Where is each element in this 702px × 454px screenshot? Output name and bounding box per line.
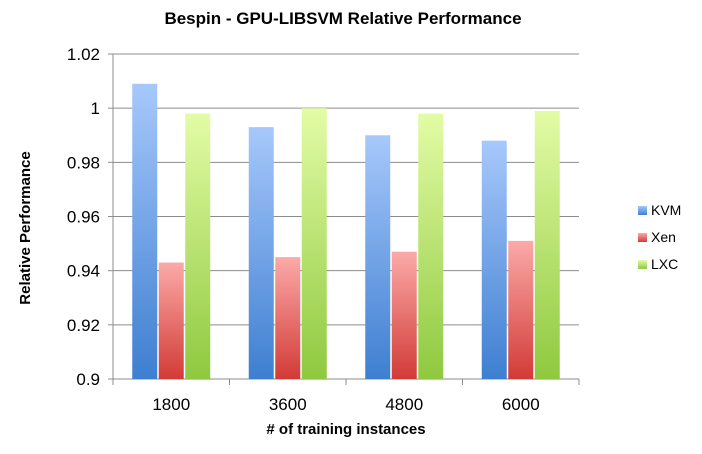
legend-label-lxc: LXC	[651, 256, 678, 272]
bar-lxc-3600	[301, 108, 327, 380]
chart-title: Bespin - GPU-LIBSVM Relative Performance	[164, 9, 521, 28]
bar-lxc-1800	[185, 113, 211, 379]
y-tick-label: 0.9	[76, 370, 100, 389]
bar-lxc-6000	[534, 110, 560, 379]
x-tick-label: 3600	[269, 395, 307, 414]
y-tick-label: 0.94	[67, 262, 100, 281]
legend: KVM Xen LXC	[638, 202, 681, 272]
y-tick-label: 0.96	[67, 208, 100, 227]
tick-labels: 0.9 0.92 0.94 0.96 0.98 1 1.02 1800 3600 4800 6000	[67, 45, 540, 414]
bar-xen-1800	[158, 262, 184, 379]
bar-xen-3600	[275, 257, 301, 379]
x-tick-label: 1800	[152, 395, 190, 414]
y-tick-label: 1	[91, 99, 100, 118]
x-axis-title: # of training instances	[266, 421, 425, 438]
x-tick-label: 6000	[502, 395, 540, 414]
bars	[132, 83, 560, 380]
legend-label-kvm: KVM	[651, 202, 681, 218]
legend-swatch-lxc	[638, 260, 647, 269]
bar-lxc-4800	[418, 113, 444, 379]
legend-label-xen: Xen	[651, 229, 676, 245]
bar-kvm-6000	[481, 140, 507, 379]
y-tick-label: 0.98	[67, 153, 100, 172]
y-tick-label: 1.02	[67, 45, 100, 64]
bar-kvm-4800	[365, 135, 391, 379]
bar-kvm-3600	[248, 127, 274, 379]
bar-kvm-1800	[132, 83, 158, 380]
legend-swatch-kvm	[638, 206, 647, 215]
bar-xen-4800	[391, 251, 417, 379]
x-tick-label: 4800	[385, 395, 423, 414]
bar-xen-6000	[508, 240, 534, 379]
y-axis-title: Relative Performance	[17, 151, 34, 304]
legend-swatch-xen	[638, 233, 647, 242]
y-tick-label: 0.92	[67, 316, 100, 335]
